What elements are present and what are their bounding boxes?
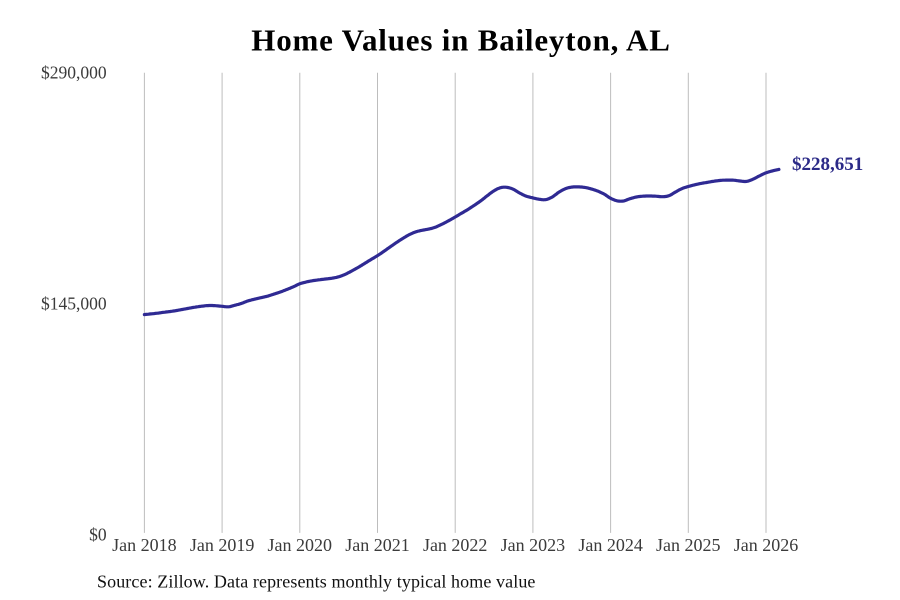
svg-text:Jan 2020: Jan 2020 bbox=[268, 535, 333, 555]
svg-text:Jan 2018: Jan 2018 bbox=[112, 535, 177, 555]
svg-text:Home Values in Baileyton, AL: Home Values in Baileyton, AL bbox=[251, 23, 670, 58]
svg-text:Jan 2026: Jan 2026 bbox=[734, 535, 799, 555]
svg-text:Jan 2022: Jan 2022 bbox=[423, 535, 488, 555]
svg-text:Jan 2024: Jan 2024 bbox=[578, 535, 643, 555]
svg-text:Source: Zillow. Data represent: Source: Zillow. Data represents monthly … bbox=[97, 571, 536, 591]
svg-text:Jan 2025: Jan 2025 bbox=[656, 535, 721, 555]
svg-text:$228,651: $228,651 bbox=[792, 154, 863, 175]
svg-text:Jan 2019: Jan 2019 bbox=[190, 535, 255, 555]
svg-text:$0: $0 bbox=[89, 524, 107, 544]
svg-text:$145,000: $145,000 bbox=[41, 293, 107, 313]
svg-text:$290,000: $290,000 bbox=[41, 62, 107, 82]
svg-text:Jan 2021: Jan 2021 bbox=[345, 535, 410, 555]
svg-text:Jan 2023: Jan 2023 bbox=[501, 535, 566, 555]
